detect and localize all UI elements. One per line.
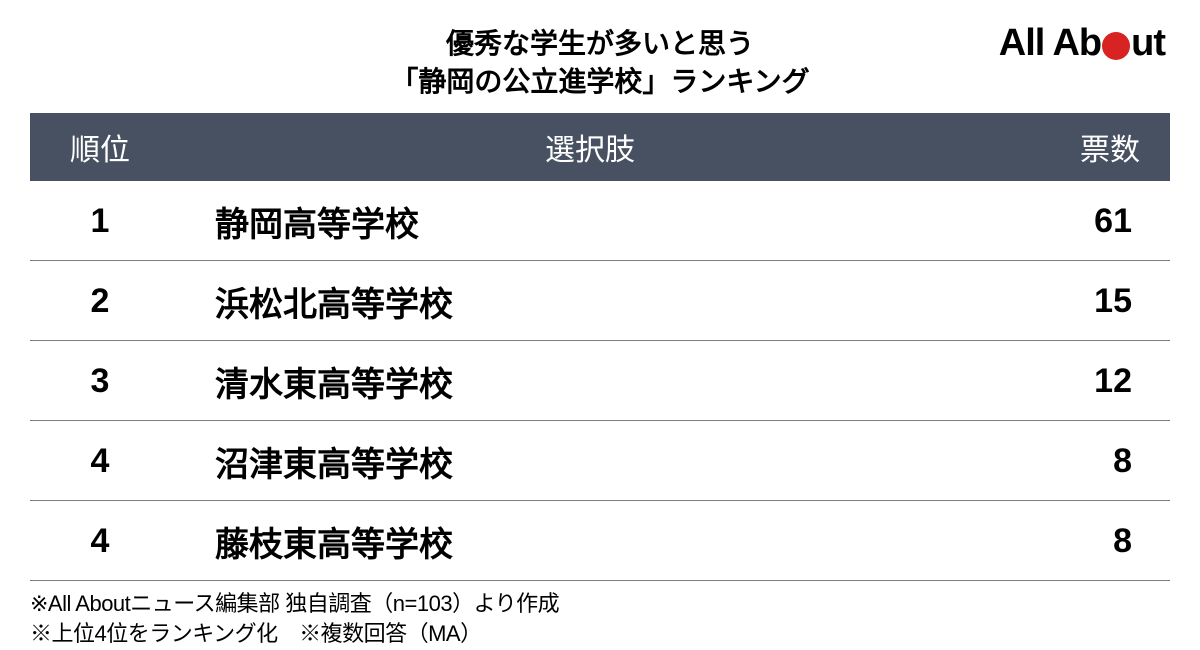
cell-votes: 61 bbox=[1010, 181, 1170, 261]
cell-rank: 2 bbox=[30, 260, 170, 340]
table-row: 1 静岡高等学校 61 bbox=[30, 181, 1170, 261]
cell-option: 浜松北高等学校 bbox=[170, 260, 1010, 340]
table-header-row: 順位 選択肢 票数 bbox=[30, 113, 1170, 181]
logo-dot-icon bbox=[1102, 32, 1130, 60]
table-row: 3 清水東高等学校 12 bbox=[30, 340, 1170, 420]
cell-rank: 1 bbox=[30, 181, 170, 261]
column-header-option: 選択肢 bbox=[170, 113, 1010, 181]
footnotes: ※All Aboutニュース編集部 独自調査（n=103）より作成 ※上位4位を… bbox=[30, 581, 1170, 650]
cell-option: 静岡高等学校 bbox=[170, 181, 1010, 261]
table-row: 2 浜松北高等学校 15 bbox=[30, 260, 1170, 340]
cell-option: 沼津東高等学校 bbox=[170, 420, 1010, 500]
table-row: 4 沼津東高等学校 8 bbox=[30, 420, 1170, 500]
cell-votes: 15 bbox=[1010, 260, 1170, 340]
column-header-rank: 順位 bbox=[30, 113, 170, 181]
cell-option: 藤枝東高等学校 bbox=[170, 500, 1010, 580]
cell-votes: 8 bbox=[1010, 500, 1170, 580]
cell-rank: 3 bbox=[30, 340, 170, 420]
header: 優秀な学生が多いと思う 「静岡の公立進学校」ランキング All Ab ut bbox=[30, 20, 1170, 101]
table-row: 4 藤枝東高等学校 8 bbox=[30, 500, 1170, 580]
cell-votes: 8 bbox=[1010, 420, 1170, 500]
cell-rank: 4 bbox=[30, 420, 170, 500]
title-line-2: 「静岡の公立進学校」ランキング bbox=[30, 63, 1170, 101]
cell-option: 清水東高等学校 bbox=[170, 340, 1010, 420]
ranking-table: 順位 選択肢 票数 1 静岡高等学校 61 2 浜松北高等学校 15 3 清水東… bbox=[30, 113, 1170, 581]
cell-votes: 12 bbox=[1010, 340, 1170, 420]
table-body: 1 静岡高等学校 61 2 浜松北高等学校 15 3 清水東高等学校 12 4 … bbox=[30, 181, 1170, 581]
cell-rank: 4 bbox=[30, 500, 170, 580]
logo-text-after: ut bbox=[1131, 22, 1165, 65]
logo-allabout: All Ab ut bbox=[999, 22, 1165, 65]
footnote-line-1: ※All Aboutニュース編集部 独自調査（n=103）より作成 bbox=[30, 589, 1170, 620]
column-header-votes: 票数 bbox=[1010, 113, 1170, 181]
logo-text-before: All Ab bbox=[999, 22, 1101, 65]
footnote-line-2: ※上位4位をランキング化 ※複数回答（MA） bbox=[30, 619, 1170, 650]
